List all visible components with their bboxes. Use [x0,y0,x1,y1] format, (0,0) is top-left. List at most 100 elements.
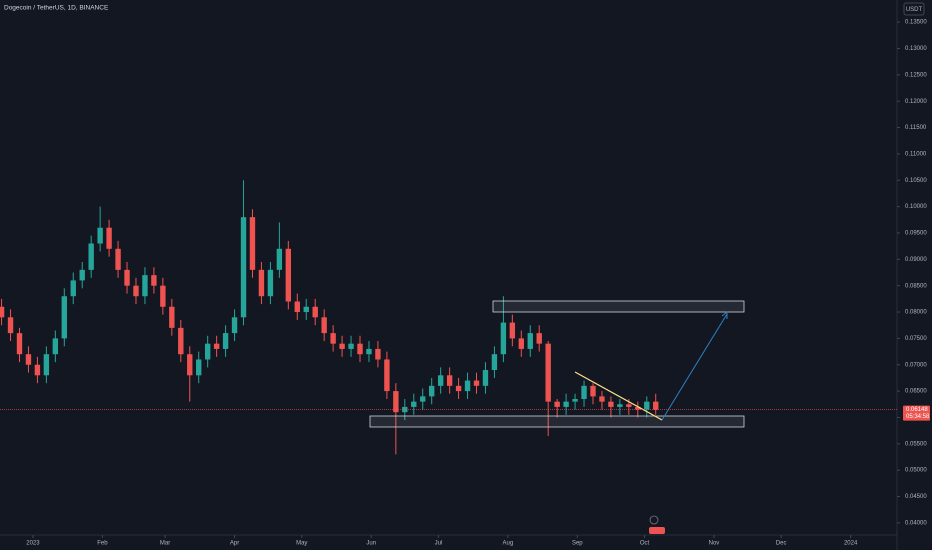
resistance-zone [492,300,745,313]
candle-body [303,306,309,313]
candle-body [464,380,471,392]
price-tick-label: 0.07500 [905,336,927,342]
candle-body [204,343,211,360]
candle-body [115,248,121,270]
candle-body [599,396,605,402]
price-tick-label: 0.11000 [905,151,927,157]
price-tick-label: 0.10000 [905,204,927,210]
price-tick-label: 0.09500 [905,231,927,237]
candle-body [518,338,524,349]
candle-body [446,375,453,386]
event-badge[interactable] [649,527,665,534]
candle-body [411,401,417,407]
candle-body [420,396,426,402]
time-tick-label: Feb [97,541,108,547]
candle-body [16,333,23,355]
candle-body [366,348,372,355]
price-tick-label: 0.04000 [905,520,927,526]
candle-body [482,370,489,386]
candle-body [160,285,166,307]
candle-body [509,322,516,339]
candle-body [312,306,318,318]
candle-body [88,243,94,270]
candle-body [429,385,435,397]
time-tick-label: Oct [640,541,650,547]
price-tick-label: 0.07000 [905,362,927,368]
candle-body [330,333,336,344]
price-tick-label: 0.09000 [905,257,927,263]
candle-body [79,269,85,281]
candle-body [240,217,247,318]
candle-body [536,333,542,344]
candle-body [70,280,76,297]
candle-body [258,269,265,297]
price-tick-label: 0.13000 [905,46,927,52]
last-price-badge [903,405,930,421]
time-tick-label: 2023 [26,541,40,547]
candle-body [124,269,130,286]
time-tick-label: Aug [503,541,514,547]
price-tick-label: 0.05500 [905,441,927,447]
candle-body [626,404,632,407]
price-tick-label: 0.13500 [905,20,927,26]
candle-body [572,399,578,402]
price-tick-label: 0.11500 [905,125,927,131]
chart-title: Dogecoin / TetherUS, 1D, BINANCE [4,5,109,12]
projection-arrow [661,313,728,421]
candle-body [213,343,220,349]
candle-body [169,306,175,328]
candle-body [294,301,300,313]
last-price-label: 0.06148 [906,407,928,413]
candle-body [339,343,345,349]
candle-body [43,354,50,376]
event-icon[interactable] [649,515,659,525]
candle-body [249,217,256,270]
candle-body [545,343,551,402]
countdown-label: 05:34:58 [906,414,930,420]
candle-body [133,285,139,297]
candle-body [25,354,32,365]
candle-body [644,401,650,410]
candle-body [455,385,462,392]
candle-body [222,333,229,349]
time-tick-label: Jun [366,541,376,547]
candle-body [608,401,614,407]
candle-body [635,406,641,410]
candle-body [321,317,327,334]
candle-body [106,227,112,249]
currency-label[interactable]: USDT [906,7,923,13]
currency-button[interactable] [903,2,925,16]
price-tick-label: 0.05000 [905,468,927,474]
support-zone [369,415,745,428]
price-tick-label: 0.12500 [905,72,927,78]
price-tick-label: 0.08000 [905,310,927,316]
candle-body [653,401,659,410]
candle-body [231,317,238,334]
candle-body [563,401,569,407]
candle-body [527,333,533,349]
price-tick-label: 0.10500 [905,178,927,184]
candle-body [384,359,390,392]
candle-body [554,401,560,407]
candle-body [348,343,354,349]
price-tick-label: 0.12000 [905,99,927,105]
price-tick-label: 0.08500 [905,283,927,289]
candle-body [581,385,587,400]
candle-body [267,269,274,297]
candle-body [276,248,283,270]
candle-body [491,354,498,371]
candle-body [617,404,623,407]
candle-body [52,338,59,355]
time-tick-label: Nov [709,541,720,547]
candle-body [590,385,596,397]
time-tick-label: Sep [572,541,583,547]
time-tick-label: Mar [160,541,170,547]
time-tick-label: 2024 [844,541,858,547]
candle-body [151,275,157,286]
plot-area [0,180,659,455]
candle-body [500,322,507,355]
time-tick-label: Apr [230,541,239,547]
candle-body [142,275,148,297]
